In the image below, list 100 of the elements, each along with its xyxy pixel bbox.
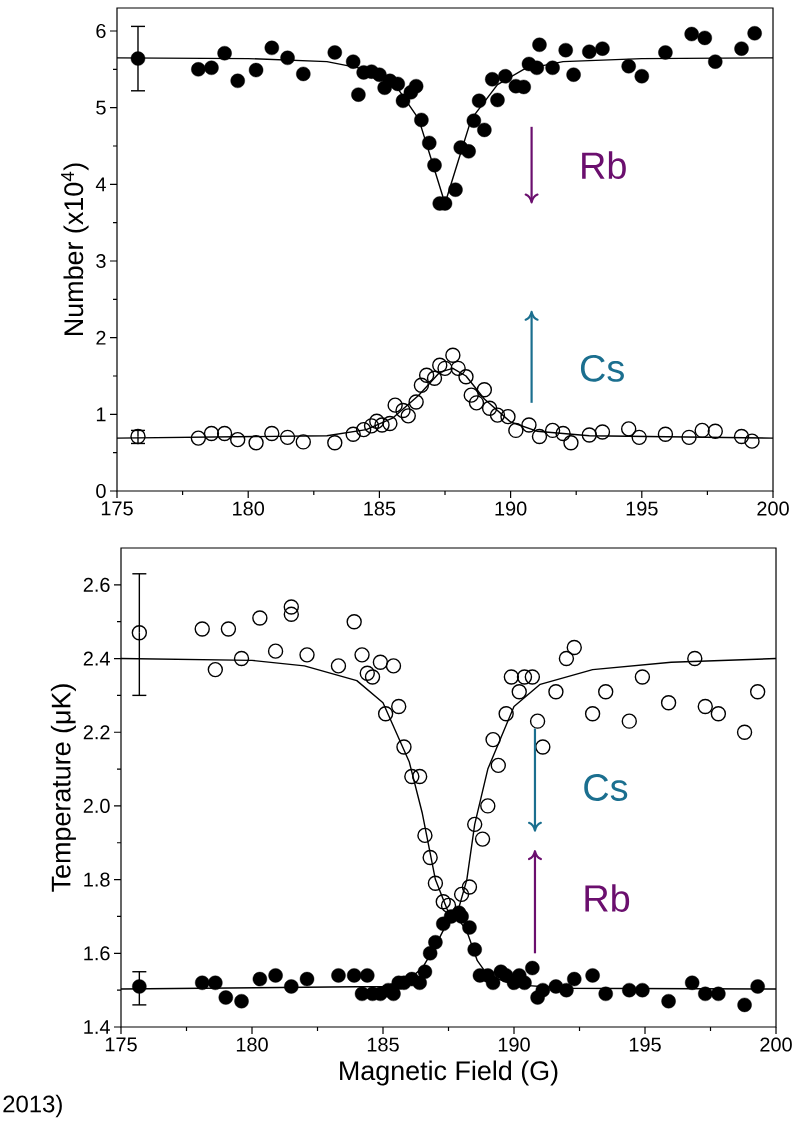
point (440, 897, 457, 914)
text: 2013) (3, 1094, 62, 1118)
point (248, 434, 264, 451)
point (458, 369, 474, 385)
point (531, 428, 548, 445)
point (190, 430, 207, 446)
x-tick-label: 190 (498, 1037, 530, 1052)
annotation: Rb (582, 151, 626, 180)
point (330, 658, 347, 674)
point (525, 960, 540, 976)
point (355, 421, 372, 438)
point (230, 431, 246, 448)
point (498, 69, 513, 84)
point (684, 26, 699, 42)
point (481, 400, 498, 416)
point (422, 135, 437, 151)
annotation: Rb (585, 884, 630, 912)
point (529, 60, 545, 75)
point (359, 665, 375, 681)
y-tick-label: 2.2 (83, 725, 110, 740)
point (296, 66, 311, 82)
point (437, 360, 453, 377)
point (217, 46, 232, 61)
point (598, 684, 614, 700)
point (364, 669, 381, 685)
point (622, 982, 637, 998)
point (490, 757, 506, 774)
point (555, 425, 571, 442)
point (508, 422, 524, 439)
point (299, 647, 315, 663)
point (377, 706, 394, 722)
point (467, 816, 483, 833)
point (295, 434, 311, 450)
point (477, 122, 492, 138)
y-tick-label: 2 (96, 330, 106, 345)
y-tick-label: 3 (96, 253, 106, 269)
point (345, 54, 361, 69)
point (207, 661, 224, 678)
point (369, 413, 385, 429)
point (360, 968, 375, 983)
y-tick-label: 1 (96, 407, 106, 422)
point (234, 994, 249, 1009)
point (544, 422, 561, 439)
point (558, 42, 573, 58)
y-tick-label: 5 (96, 100, 106, 115)
x-tick-label: 200 (760, 1037, 792, 1052)
x-tick-label: 175 (101, 501, 133, 516)
point (280, 50, 295, 66)
point (697, 698, 713, 715)
point (461, 879, 478, 895)
point (749, 684, 766, 700)
point (418, 367, 435, 383)
point (400, 408, 416, 424)
point (535, 739, 551, 755)
point (558, 650, 575, 667)
point (233, 650, 250, 667)
point (635, 982, 650, 998)
point (744, 433, 760, 449)
point (396, 739, 412, 755)
point (279, 429, 296, 446)
point (634, 69, 649, 84)
point (404, 768, 420, 785)
x-tick-label: 185 (367, 1037, 399, 1052)
point (435, 894, 451, 910)
point (422, 849, 438, 866)
point (511, 684, 527, 700)
y-tick-label: 6 (96, 23, 106, 39)
y-axis-title: Temperature (μK) (50, 684, 76, 892)
point (218, 990, 233, 1005)
point (363, 418, 380, 434)
point (417, 964, 433, 979)
point (412, 975, 427, 990)
point (581, 427, 598, 443)
point (474, 831, 491, 847)
point (374, 417, 390, 433)
point (390, 76, 405, 92)
point (585, 968, 600, 983)
y-tick-label: 1.8 (84, 872, 110, 887)
point (566, 639, 582, 656)
point (203, 425, 220, 442)
point (268, 968, 283, 983)
point (411, 768, 428, 785)
point (736, 724, 753, 740)
point (521, 417, 537, 433)
point (346, 613, 362, 630)
point (503, 669, 520, 685)
point (545, 60, 560, 75)
point (299, 971, 315, 987)
point (535, 982, 551, 998)
point (485, 731, 501, 748)
point (462, 920, 477, 935)
point (734, 41, 749, 56)
point (428, 935, 443, 950)
point (327, 45, 342, 60)
point (382, 415, 398, 432)
point (485, 72, 500, 87)
point (208, 975, 223, 990)
point (131, 625, 148, 641)
point (283, 599, 299, 615)
point (621, 59, 636, 74)
